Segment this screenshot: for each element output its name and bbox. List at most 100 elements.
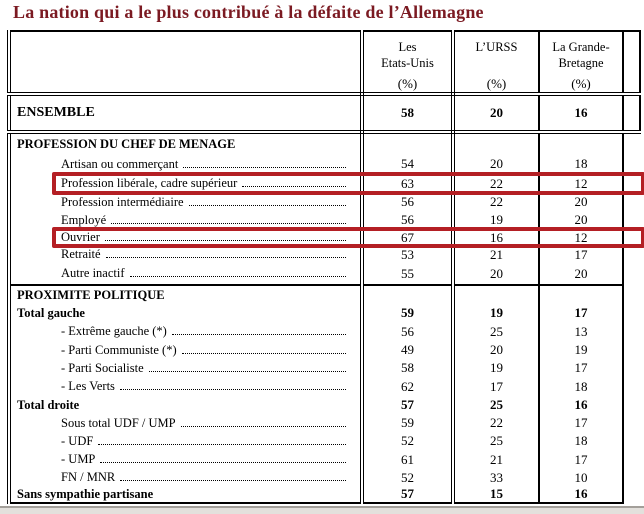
row-label-cell: Sans sympathie partisane — [9, 486, 364, 504]
cut-off-column-cell — [623, 414, 640, 432]
value-cell: 25 — [453, 396, 540, 414]
cut-off-column-cell — [623, 486, 640, 503]
dot-leader — [105, 257, 346, 258]
row-label-cell: PROXIMITE POLITIQUE — [9, 284, 364, 304]
row-label: Total droite — [17, 397, 80, 412]
cut-off-column-cell — [623, 154, 640, 174]
value-cell — [453, 284, 540, 304]
row-label: Employé — [61, 212, 107, 227]
col-header-etats-unis: Les Etats-Unis (%) — [362, 31, 455, 96]
value-cell: 22 — [453, 414, 540, 432]
row-label: Profession intermédiaire — [61, 194, 184, 209]
value-cell — [539, 132, 624, 154]
section-row: PROXIMITE POLITIQUE — [9, 284, 640, 304]
dot-leader — [119, 389, 346, 390]
value-cell: 67 — [362, 229, 455, 246]
dot-leader — [104, 240, 346, 241]
cut-off-column-cell — [623, 31, 641, 96]
cut-off-column-cell — [623, 263, 640, 285]
value-cell — [539, 284, 624, 304]
dot-leader — [98, 443, 346, 445]
cut-off-column-cell — [623, 450, 640, 469]
table-row: Autre inactif 55 20 20 — [9, 263, 640, 285]
col-header-grande-bretagne: La Grande- Bretagne (%) — [539, 31, 624, 96]
value-cell: 22 — [453, 193, 540, 211]
dot-leader — [180, 425, 346, 427]
value-cell: 13 — [539, 322, 624, 341]
value-cell: 59 — [362, 304, 455, 322]
row-label-cell: ENSEMBLE — [9, 94, 364, 134]
table-row: - UDF 52 25 18 — [9, 432, 640, 450]
cut-off-column-cell — [623, 285, 640, 304]
row-label: Retraité — [61, 247, 101, 261]
dot-leader — [188, 204, 346, 206]
value-cell: 61 — [362, 450, 455, 469]
table-body: Les Etats-Unis (%) L’URSS (%) La Grande- B… — [9, 31, 641, 504]
row-label-cell: Employé — [9, 211, 364, 229]
value-cell: 16 — [453, 229, 540, 246]
value-cell — [362, 284, 455, 304]
value-cell: 18 — [539, 432, 624, 450]
cut-off-column-cell — [623, 304, 640, 322]
table-row: Total droite 57 25 16 — [9, 396, 640, 414]
dot-leader — [120, 480, 346, 481]
dot-leader — [111, 222, 346, 224]
value-cell: 52 — [362, 469, 455, 486]
table-row: - Parti Communiste (*) 49 20 19 — [9, 341, 640, 359]
cut-off-column-cell — [623, 193, 640, 211]
dot-leader — [129, 276, 346, 277]
value-cell: 20 — [453, 341, 540, 359]
row-label: - Extrême gauche (*) — [61, 324, 167, 338]
row-label-cell: Ouvrier — [9, 229, 364, 246]
row-label: - Parti Communiste (*) — [61, 342, 177, 357]
row-label: - Parti Socialiste — [61, 360, 144, 375]
table-row: - UMP 61 21 17 — [9, 450, 640, 469]
row-label-cell: PROFESSION DU CHEF DE MENAGE — [9, 132, 364, 154]
dot-leader — [100, 462, 346, 463]
cut-off-column-cell — [623, 396, 640, 414]
col-header-unit: (%) — [571, 76, 591, 91]
value-cell: 10 — [539, 469, 624, 486]
table-row: Sous total UDF / UMP 59 22 17 — [9, 414, 640, 432]
value-cell: 17 — [539, 450, 624, 469]
row-label: - Les Verts — [61, 379, 115, 393]
row-label-cell: - Parti Socialiste — [9, 359, 364, 377]
value-cell: 57 — [362, 396, 455, 414]
bottom-edge-strip — [0, 506, 644, 514]
value-cell: 19 — [453, 359, 540, 377]
value-cell: 59 — [362, 414, 455, 432]
row-label-cell: Retraité — [9, 246, 364, 263]
row-label: Autre inactif — [61, 266, 125, 280]
table-row: Profession intermédiaire 56 22 20 — [9, 193, 640, 211]
value-cell: 16 — [539, 94, 624, 134]
value-cell: 16 — [539, 396, 624, 414]
table-row: - Les Verts 62 17 18 — [9, 377, 640, 396]
corner-cell — [9, 31, 364, 96]
dot-leader — [242, 186, 346, 187]
table-row: FN / MNR 52 33 10 — [9, 469, 640, 486]
value-cell: 54 — [362, 154, 455, 174]
table-row: ENSEMBLE 58 20 16 — [9, 94, 641, 134]
value-cell: 55 — [362, 263, 455, 285]
value-cell: 25 — [453, 322, 540, 341]
survey-table: Les Etats-Unis (%) L’URSS (%) La Grande- B… — [7, 30, 641, 504]
value-cell: 56 — [362, 322, 455, 341]
table-row: - Parti Socialiste 58 19 17 — [9, 359, 640, 377]
col-header-label: L’URSS — [475, 40, 518, 54]
value-cell: 17 — [539, 246, 624, 263]
row-label-cell: - UMP — [9, 450, 364, 469]
value-cell: 18 — [539, 154, 624, 174]
page-title: La nation qui a le plus contribué à la d… — [13, 2, 484, 22]
row-label: ENSEMBLE — [17, 105, 95, 120]
row-label-cell: Profession libérale, cadre supérieur — [9, 174, 364, 193]
row-label: FN / MNR — [61, 470, 116, 484]
row-label-cell: - Parti Communiste (*) — [9, 341, 364, 359]
value-cell: 20 — [539, 193, 624, 211]
dot-leader — [183, 166, 346, 168]
cut-off-column-cell — [623, 229, 640, 246]
value-cell: 56 — [362, 211, 455, 229]
value-cell: 49 — [362, 341, 455, 359]
col-header-unit: (%) — [397, 76, 418, 91]
row-label: PROXIMITE POLITIQUE — [17, 287, 165, 302]
table-row: Retraité 53 21 17 — [9, 246, 640, 263]
